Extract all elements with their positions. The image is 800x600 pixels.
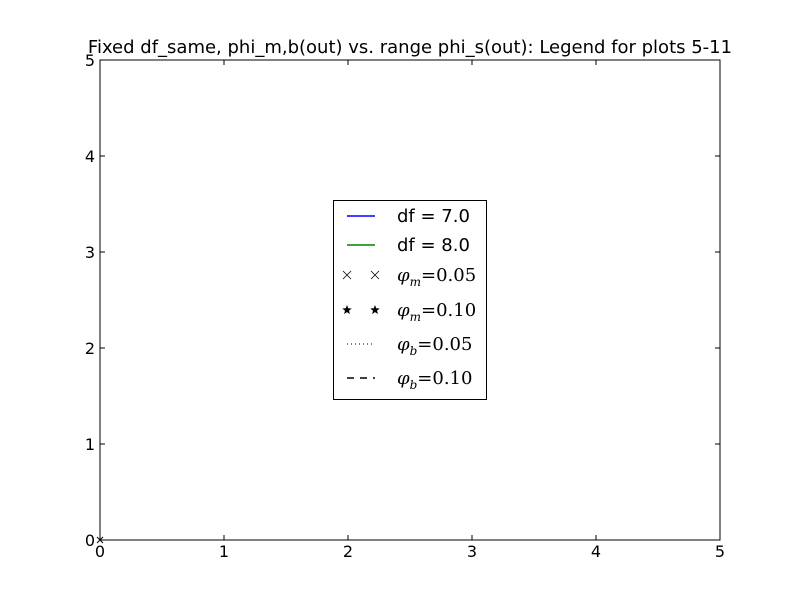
legend-item: df = 7.0 xyxy=(347,206,470,227)
legend-value: =0.10 xyxy=(421,300,476,321)
legend-handle-marker-x xyxy=(342,270,380,280)
chart-title: Fixed df_same, phi_m,b(out) vs. range ph… xyxy=(88,37,732,58)
legend-symbol: φ xyxy=(397,300,410,321)
star-marker xyxy=(370,305,380,315)
legend-label: df = 8.0 xyxy=(397,235,470,256)
legend-handle-marker-star xyxy=(342,305,380,315)
legend-item: φm=0.05 xyxy=(342,265,476,289)
legend-symbol: φ xyxy=(397,265,410,286)
legend-label: φb=0.05 xyxy=(397,334,472,358)
star-marker xyxy=(342,305,352,315)
y-tick-label: 5 xyxy=(85,51,95,70)
legend-value: =0.05 xyxy=(421,265,476,286)
legend-label: φm=0.05 xyxy=(397,265,476,289)
legend-subscript: m xyxy=(410,275,421,289)
y-tick-label: 2 xyxy=(85,339,95,358)
legend-label: φm=0.10 xyxy=(397,300,476,324)
x-tick-label: 1 xyxy=(219,542,229,561)
legend-subscript: b xyxy=(410,344,418,358)
legend-symbol: φ xyxy=(397,334,410,355)
x-tick-label: 0 xyxy=(95,542,105,561)
y-tick-label: 4 xyxy=(85,147,95,166)
x-marker xyxy=(342,270,352,280)
x-marker xyxy=(370,270,380,280)
legend-item: φb=0.05 xyxy=(347,334,472,358)
y-tick-label: 0 xyxy=(85,531,95,550)
x-tick-label: 2 xyxy=(343,542,353,561)
legend-item: df = 8.0 xyxy=(347,235,470,256)
x-tick-label: 4 xyxy=(591,542,601,561)
y-tick-label: 1 xyxy=(85,435,95,454)
y-tick-label: 3 xyxy=(85,243,95,262)
legend-subscript: m xyxy=(410,310,421,324)
marker-stroke xyxy=(370,270,380,280)
legend-value: =0.05 xyxy=(417,334,472,355)
legend-value: =0.10 xyxy=(417,368,472,389)
legend-frame xyxy=(333,200,487,400)
legend-item: φm=0.10 xyxy=(342,300,476,324)
plot-frame xyxy=(99,59,721,541)
legend-label: df = 7.0 xyxy=(397,206,470,227)
legend-subscript: b xyxy=(410,378,418,392)
x-tick-label: 3 xyxy=(467,542,477,561)
x-tick-label: 5 xyxy=(715,542,725,561)
legend-symbol: φ xyxy=(397,368,410,389)
legend-label: φb=0.10 xyxy=(397,368,472,392)
marker-stroke xyxy=(342,270,352,280)
axis-ticks: 0 1 2 3 4 5 0 1 2 3 4 5 xyxy=(85,51,725,561)
legend: df = 7.0df = 8.0φm=0.05φm=0.10φb=0.05φb=… xyxy=(333,200,487,400)
legend-item: φb=0.10 xyxy=(347,368,472,392)
